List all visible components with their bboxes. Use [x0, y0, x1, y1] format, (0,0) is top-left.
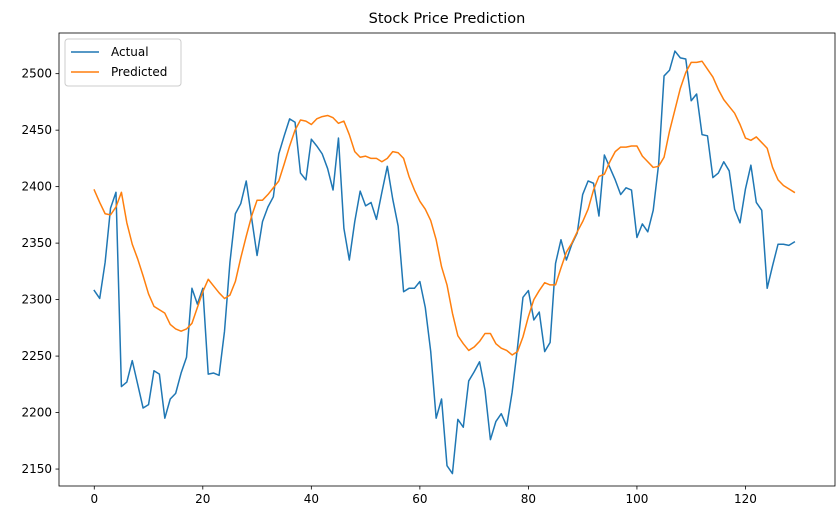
y-tick-label: 2400	[21, 180, 52, 194]
legend: Actual Predicted	[64, 38, 182, 87]
y-tick-label: 2350	[21, 236, 52, 250]
y-tick-label: 2200	[21, 406, 52, 420]
y-tick-label: 2150	[21, 462, 52, 476]
series-layer	[93, 50, 796, 475]
x-tick-label: 20	[195, 492, 210, 506]
x-tick-label: 0	[90, 492, 98, 506]
x-tick-label: 40	[304, 492, 319, 506]
x-tick-label: 100	[625, 492, 648, 506]
y-tick-label: 2450	[21, 123, 52, 137]
y-tick-label: 2250	[21, 349, 52, 363]
x-tick-label: 80	[521, 492, 536, 506]
chart-title: Stock Price Prediction	[369, 11, 526, 27]
x-tick-label: 120	[734, 492, 757, 506]
plot-frame	[58, 32, 836, 487]
series-line-actual	[93, 50, 796, 475]
x-tick-label: 60	[412, 492, 427, 506]
y-tick-label: 2500	[21, 67, 52, 81]
legend-label-actual: Actual	[111, 45, 149, 59]
legend-box	[64, 38, 182, 87]
legend-label-predicted: Predicted	[111, 65, 167, 79]
series-line-predicted	[93, 60, 796, 356]
y-tick-label: 2300	[21, 293, 52, 307]
axes-layer: 0 20 40 60 80 100 120 2150 2200 2250 2300 2350 2400 2…	[21, 32, 836, 506]
